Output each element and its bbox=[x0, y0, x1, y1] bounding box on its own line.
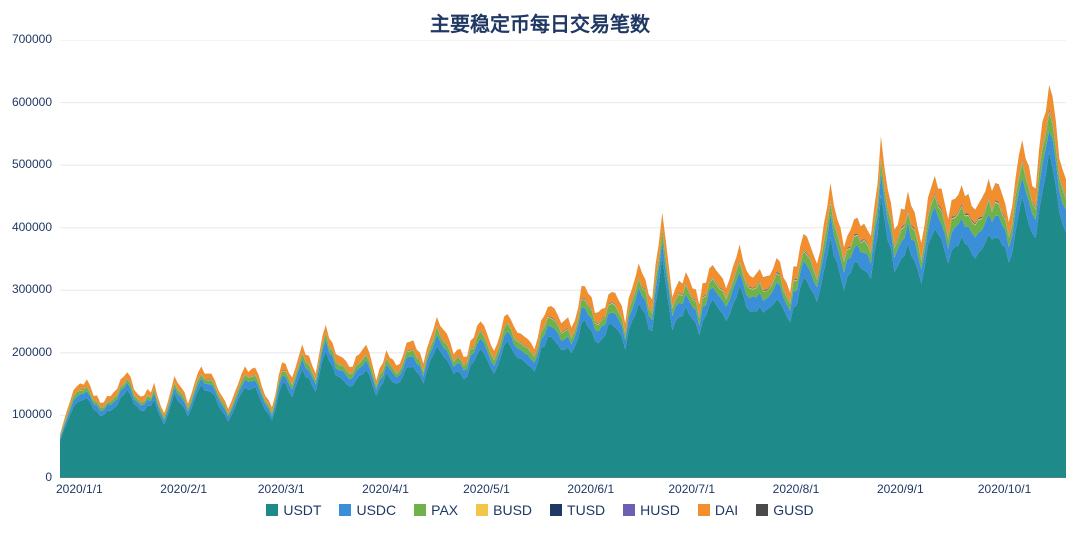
legend-label: TUSD bbox=[567, 502, 605, 518]
legend-swatch-gusd bbox=[756, 504, 768, 516]
x-tick-label: 2020/8/1 bbox=[773, 482, 820, 496]
legend-label: PAX bbox=[431, 502, 458, 518]
y-tick-label: 200000 bbox=[0, 345, 52, 359]
x-tick-label: 2020/10/1 bbox=[978, 482, 1031, 496]
y-tick-label: 0 bbox=[0, 470, 52, 484]
x-tick-label: 2020/4/1 bbox=[362, 482, 409, 496]
x-tick-label: 2020/1/1 bbox=[56, 482, 103, 496]
legend-label: USDC bbox=[356, 502, 396, 518]
y-tick-label: 600000 bbox=[0, 95, 52, 109]
legend-label: BUSD bbox=[493, 502, 532, 518]
chart-title: 主要稳定币每日交易笔数 bbox=[0, 8, 1080, 37]
legend-swatch-usdt bbox=[266, 504, 278, 516]
legend-label: USDT bbox=[283, 502, 321, 518]
legend-label: GUSD bbox=[773, 502, 813, 518]
y-tick-label: 300000 bbox=[0, 282, 52, 296]
y-tick-label: 400000 bbox=[0, 220, 52, 234]
y-tick-label: 500000 bbox=[0, 157, 52, 171]
x-tick-label: 2020/3/1 bbox=[258, 482, 305, 496]
legend: USDT USDC PAX BUSD TUSD HUSD DAI GUSD bbox=[0, 502, 1080, 518]
legend-item-dai: DAI bbox=[698, 502, 738, 518]
x-tick-label: 2020/2/1 bbox=[160, 482, 207, 496]
stacked-area-chart: 主要稳定币每日交易笔数 USDT USDC PAX BUSD TUSD HUSD DAI GU… bbox=[0, 0, 1080, 541]
y-tick-label: 100000 bbox=[0, 407, 52, 421]
legend-item-gusd: GUSD bbox=[756, 502, 813, 518]
legend-item-usdc: USDC bbox=[339, 502, 396, 518]
y-tick-label: 700000 bbox=[0, 32, 52, 46]
legend-item-tusd: TUSD bbox=[550, 502, 605, 518]
legend-swatch-usdc bbox=[339, 504, 351, 516]
legend-item-pax: PAX bbox=[414, 502, 458, 518]
x-tick-label: 2020/6/1 bbox=[567, 482, 614, 496]
legend-label: HUSD bbox=[640, 502, 680, 518]
x-tick-label: 2020/7/1 bbox=[668, 482, 715, 496]
plot-area bbox=[60, 40, 1066, 478]
x-tick-label: 2020/9/1 bbox=[877, 482, 924, 496]
legend-item-busd: BUSD bbox=[476, 502, 532, 518]
legend-swatch-dai bbox=[698, 504, 710, 516]
legend-swatch-tusd bbox=[550, 504, 562, 516]
legend-swatch-husd bbox=[623, 504, 635, 516]
series-usdt bbox=[60, 152, 1066, 478]
x-tick-label: 2020/5/1 bbox=[463, 482, 510, 496]
legend-swatch-pax bbox=[414, 504, 426, 516]
legend-item-husd: HUSD bbox=[623, 502, 680, 518]
legend-swatch-busd bbox=[476, 504, 488, 516]
legend-label: DAI bbox=[715, 502, 738, 518]
legend-item-usdt: USDT bbox=[266, 502, 321, 518]
